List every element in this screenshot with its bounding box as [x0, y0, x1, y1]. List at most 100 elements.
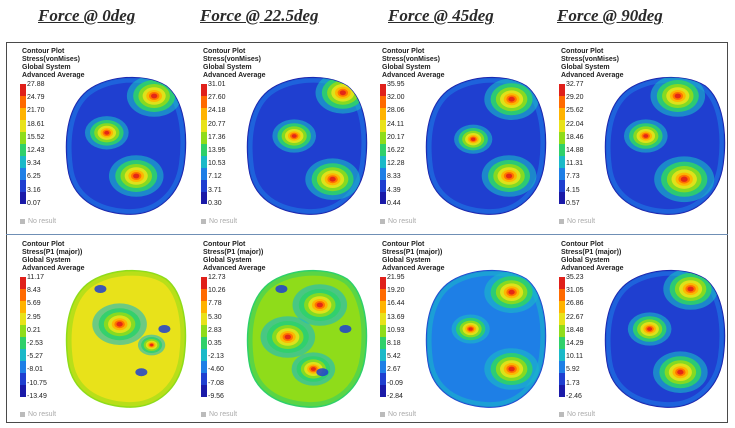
color-scale-segment	[20, 373, 26, 385]
stress-hotspot-ring	[470, 137, 476, 141]
color-scale-segment	[20, 180, 26, 192]
stress-rim-band	[247, 270, 367, 408]
scale-tick-label: -9.56	[208, 392, 224, 400]
low-stress-spot	[94, 285, 107, 293]
color-scale-segment	[201, 313, 207, 325]
scale-tick-label: 26.86	[566, 300, 584, 308]
scale-tick-label: 18.61	[27, 120, 45, 128]
scale-tick-label: 15.52	[27, 133, 45, 141]
title-force-45deg: Force @ 45deg	[388, 6, 494, 25]
stress-hotspot-ring	[116, 321, 123, 327]
color-scale-segment	[20, 132, 26, 144]
no-result-legend: No result	[20, 218, 56, 225]
color-scale-segment	[201, 361, 207, 373]
color-scale-segment	[201, 96, 207, 108]
scale-tick-label: 7.78	[208, 300, 222, 308]
no-result-swatch	[201, 218, 206, 224]
contour-header-line: Stress(P1 (major))	[203, 249, 264, 256]
scale-tick-label: 12.43	[27, 147, 45, 154]
contour-header-line: Advanced Average	[382, 72, 445, 79]
scale-tick-label: 31.05	[566, 287, 584, 295]
title-force-22-5deg: Force @ 22.5deg	[200, 6, 319, 25]
scale-tick-label: -2.53	[27, 340, 43, 347]
scale-tick-label: 24.79	[27, 94, 45, 102]
color-scale-segment	[380, 373, 386, 385]
contour-header-line: Global System	[382, 64, 431, 71]
color-scale-segment	[201, 301, 207, 313]
color-scale-segment	[201, 180, 207, 192]
stress-hotspot-ring	[284, 334, 291, 340]
color-scale-segment	[201, 385, 207, 397]
scale-tick-label: 4.15	[566, 186, 580, 194]
contour-panel: Contour Plot Stress(P1 (major)) Global Sys…	[553, 237, 733, 427]
contour-header-line: Advanced Average	[561, 265, 624, 272]
color-scale-segment	[559, 144, 565, 156]
scale-ticks: 35.23 31.05 26.86 22.67 18.48 14.29 10.11 5.92 1…	[566, 274, 606, 406]
scale-tick-label: 5.69	[27, 300, 41, 308]
color-scale-segment	[559, 156, 565, 168]
scale-ticks: 35.95 32.00 28.06 24.11 20.17 16.22 12.28 8.33 4…	[387, 81, 427, 213]
scale-tick-label: 8.33	[387, 173, 401, 181]
color-scale-segment	[20, 144, 26, 156]
contour-header-line: Contour Plot	[203, 241, 246, 248]
no-result-legend: No result	[559, 411, 595, 418]
scale-tick-label: 29.20	[566, 94, 584, 102]
color-scale-segment	[559, 349, 565, 361]
color-scale-segment	[559, 373, 565, 385]
contour-header: Contour Plot Stress(vonMises) Global Syste…	[382, 48, 445, 80]
color-scale-segment	[559, 132, 565, 144]
scale-tick-label: 25.62	[566, 107, 584, 115]
color-scale-segment	[380, 168, 386, 180]
color-scale-segment	[201, 120, 207, 132]
stress-hotspot-ring	[508, 96, 515, 102]
stress-hotspot-ring	[508, 289, 515, 295]
no-result-label: No result	[388, 411, 417, 418]
color-scale-segment	[380, 277, 386, 289]
scale-tick-label: 9.34	[27, 160, 41, 168]
contour-header-line: Global System	[203, 64, 252, 71]
no-result-label: No result	[567, 218, 596, 225]
color-scale-segment	[380, 337, 386, 349]
color-scale-segment	[20, 385, 26, 397]
stress-hotspot-ring	[310, 367, 316, 371]
color-scale-bar	[380, 277, 386, 397]
scale-tick-label: 10.11	[566, 353, 583, 361]
color-scale-segment	[201, 144, 207, 156]
stress-hotspot-ring	[104, 130, 110, 135]
no-result-label: No result	[209, 411, 238, 418]
scale-tick-label: 2.67	[387, 366, 401, 374]
color-scale-segment	[20, 96, 26, 108]
color-scale-segment	[380, 385, 386, 397]
low-stress-spot	[316, 368, 329, 377]
color-scale-segment	[20, 168, 26, 180]
scale-tick-label: -8.01	[27, 366, 43, 374]
no-result-swatch	[201, 411, 206, 417]
scale-tick-label: 22.67	[566, 313, 584, 321]
color-scale-segment	[380, 84, 386, 96]
color-scale-segment	[201, 192, 207, 204]
color-scale-segment	[380, 132, 386, 144]
contour-header-line: Global System	[561, 64, 610, 71]
scale-tick-label: 7.73	[566, 173, 580, 181]
no-result-swatch	[559, 411, 564, 417]
color-scale-segment	[380, 361, 386, 373]
contour-panel: Contour Plot Stress(vonMises) Global Syste…	[14, 44, 194, 234]
contour-panel: Contour Plot Stress(P1 (major)) Global Sys…	[14, 237, 194, 427]
scale-tick-label: 2.83	[208, 326, 222, 334]
tooth-contour-plot	[604, 76, 726, 215]
scale-tick-label: -13.49	[27, 392, 47, 400]
scale-tick-label: 16.44	[387, 300, 405, 308]
no-result-label: No result	[388, 218, 417, 225]
stress-hotspot-ring	[329, 176, 336, 182]
no-result-swatch	[380, 218, 385, 224]
stress-hotspot-ring	[643, 134, 649, 138]
scale-tick-label: 0.30	[208, 199, 222, 207]
low-stress-spot	[275, 285, 288, 293]
low-stress-spot	[158, 325, 171, 333]
contour-header-line: Global System	[22, 257, 71, 264]
color-scale-bar	[20, 84, 26, 204]
color-scale-segment	[559, 192, 565, 204]
scale-tick-label: -2.84	[387, 392, 403, 400]
color-scale-segment	[20, 289, 26, 301]
color-scale-segment	[201, 168, 207, 180]
